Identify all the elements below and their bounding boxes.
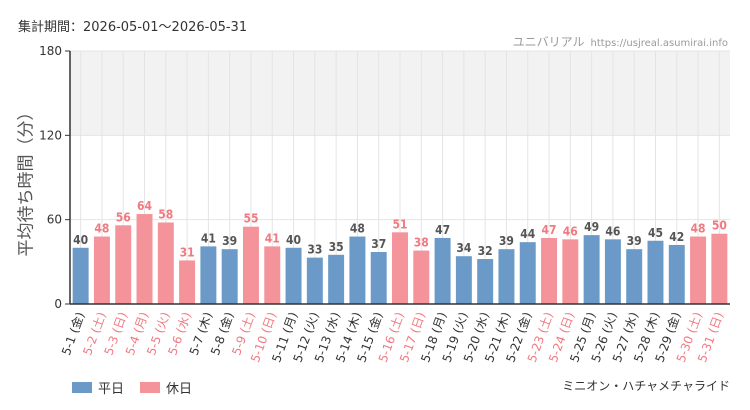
bar — [328, 254, 345, 304]
value-label: 42 — [669, 230, 684, 244]
value-label: 46 — [605, 224, 620, 238]
y-tick-label: 120 — [39, 128, 62, 142]
value-label: 55 — [243, 212, 258, 226]
y-tick-label: 60 — [47, 213, 62, 227]
bar — [626, 249, 643, 304]
y-tick-label: 0 — [54, 297, 62, 311]
value-label: 47 — [435, 223, 450, 237]
value-label: 48 — [94, 222, 109, 236]
bar — [221, 249, 238, 304]
legend-label-holiday: 休日 — [166, 382, 193, 397]
value-label: 40 — [286, 233, 301, 247]
bar — [498, 249, 515, 304]
value-label: 39 — [222, 234, 237, 248]
value-label: 49 — [584, 220, 599, 234]
value-label: 34 — [456, 241, 472, 255]
value-label: 64 — [137, 199, 153, 213]
value-label: 44 — [520, 227, 536, 241]
bar — [306, 257, 323, 304]
bar — [242, 226, 259, 304]
value-label: 41 — [201, 231, 216, 245]
bar — [179, 260, 196, 304]
value-label: 39 — [499, 234, 514, 248]
period-label: 集計期間：2026-05-01～2026-05-31 — [18, 20, 248, 35]
y-tick-label: 180 — [39, 44, 62, 58]
value-label: 45 — [648, 226, 663, 240]
bar — [93, 236, 110, 304]
value-label: 32 — [478, 244, 493, 258]
value-label: 33 — [307, 243, 322, 257]
bar — [519, 242, 536, 304]
bar — [136, 214, 153, 304]
bar — [413, 250, 430, 304]
value-label: 38 — [414, 236, 429, 250]
bar — [562, 239, 579, 304]
legend-swatch-weekday — [72, 382, 92, 393]
value-label: 46 — [563, 224, 578, 238]
value-label: 51 — [392, 217, 407, 231]
bar — [647, 240, 664, 304]
bar — [604, 239, 621, 304]
value-label: 47 — [542, 223, 557, 237]
legend: 平日 休日 — [72, 378, 192, 397]
bar — [668, 244, 685, 304]
value-label: 58 — [158, 207, 173, 221]
value-label: 48 — [350, 222, 365, 236]
legend-item-weekday: 平日 — [72, 378, 124, 397]
bar — [392, 232, 408, 304]
site-url: https://usjreal.asumirai.info — [590, 38, 728, 49]
bar — [157, 222, 174, 304]
legend-swatch-holiday — [140, 382, 161, 393]
value-label: 41 — [265, 231, 280, 245]
value-label: 31 — [180, 245, 195, 259]
bar — [370, 251, 387, 304]
attraction-name: ミニオン・ハチャメチャライド — [562, 379, 730, 393]
bar — [200, 246, 217, 304]
bar — [690, 236, 707, 304]
bar — [477, 259, 494, 304]
bar — [455, 256, 472, 304]
value-label: 56 — [116, 210, 131, 224]
legend-item-holiday: 休日 — [140, 378, 192, 397]
site-credit: ユニバリアル https://usjreal.asumirai.info — [513, 33, 728, 50]
legend-label-weekday: 平日 — [98, 382, 125, 397]
bar — [285, 247, 302, 304]
value-label: 37 — [371, 237, 386, 251]
value-label: 39 — [627, 234, 642, 248]
bar — [541, 237, 558, 304]
bar — [115, 225, 132, 304]
bar — [434, 237, 451, 304]
bar — [349, 236, 366, 304]
bar — [72, 247, 89, 304]
value-label: 35 — [329, 240, 344, 254]
value-label: 50 — [712, 219, 727, 233]
site-name: ユニバリアル — [512, 35, 585, 49]
bar — [264, 246, 281, 304]
value-label: 48 — [691, 222, 706, 236]
bar — [711, 233, 728, 304]
value-label: 40 — [73, 233, 88, 247]
bar — [583, 235, 600, 304]
